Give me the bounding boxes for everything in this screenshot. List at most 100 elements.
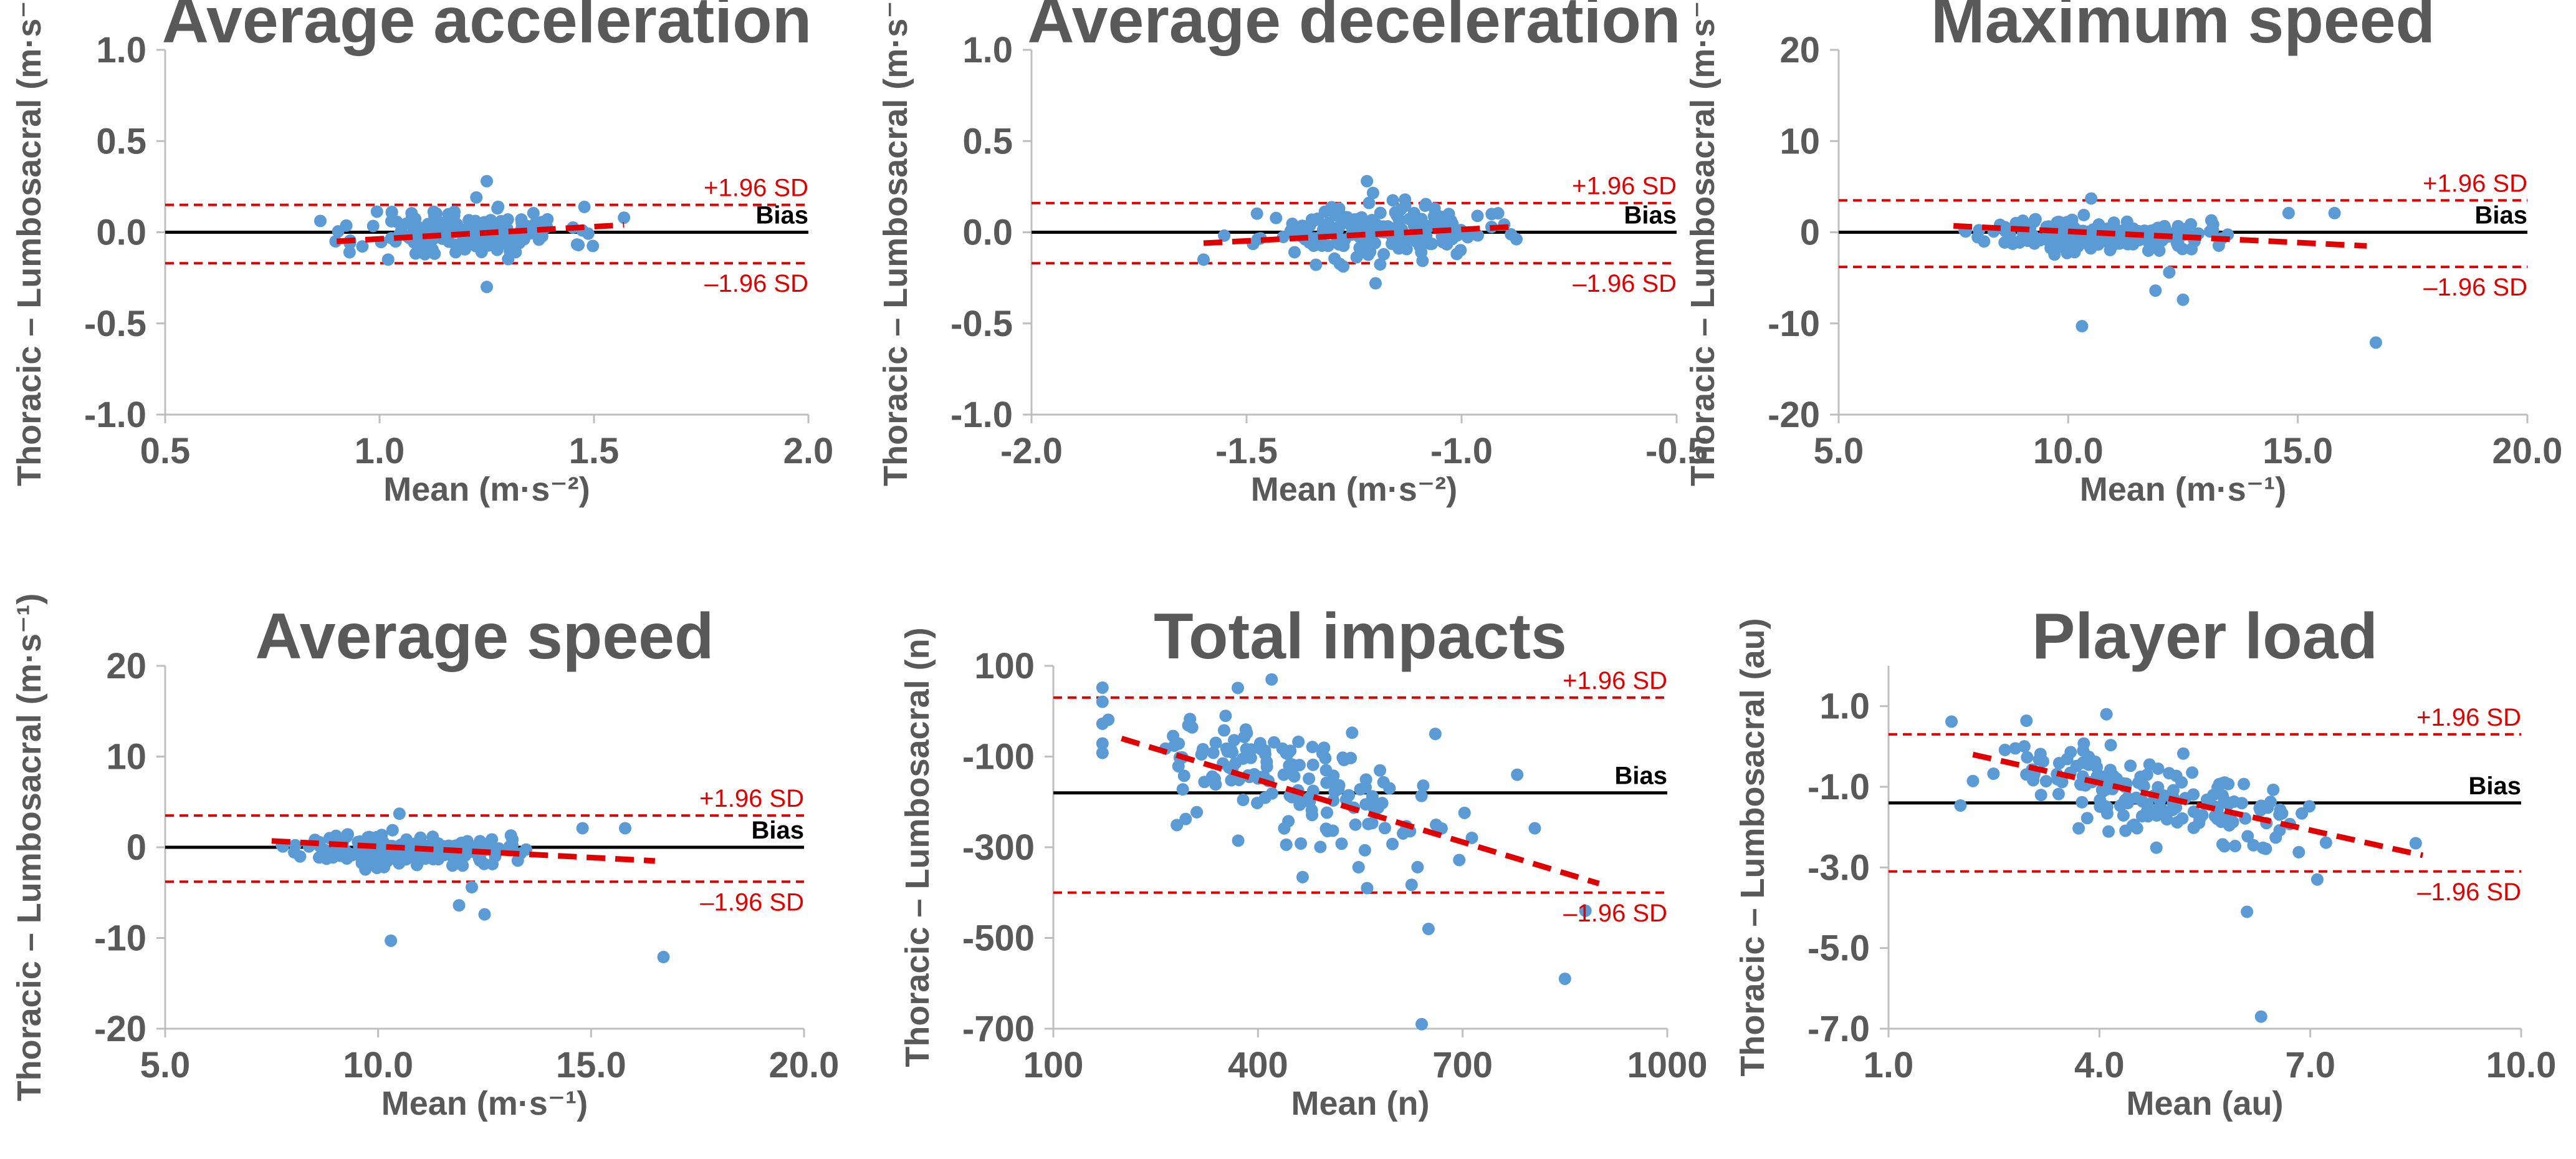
y-tick-label: 0.0 <box>96 213 146 253</box>
x-tick-label: -1.0 <box>1430 431 1493 471</box>
data-point <box>578 200 591 213</box>
data-point <box>1219 709 1232 723</box>
bias-label: Bias <box>1624 202 1677 229</box>
data-point <box>1392 213 1405 226</box>
x-tick-label: 700 <box>1432 1045 1493 1085</box>
data-point <box>1374 206 1387 219</box>
data-point <box>428 209 441 223</box>
data-point <box>1366 186 1379 200</box>
data-point <box>375 829 388 842</box>
data-point <box>587 239 600 252</box>
data-point <box>1971 231 1985 244</box>
data-point <box>2328 206 2341 219</box>
data-point <box>1102 713 1115 726</box>
data-point <box>1344 751 1357 764</box>
data-point <box>1351 221 1364 234</box>
y-tick-label: 0.5 <box>96 121 146 161</box>
x-axis-label: Mean (m·s⁻²) <box>383 471 590 508</box>
data-point <box>2319 836 2332 849</box>
data-point <box>2235 797 2248 810</box>
data-point <box>1096 746 1109 759</box>
data-point <box>366 219 380 233</box>
data-point <box>2259 842 2272 855</box>
data-point <box>2052 787 2065 801</box>
data-point <box>2104 763 2117 776</box>
data-point <box>2141 804 2154 817</box>
data-point <box>1356 241 1369 254</box>
data-point <box>1197 253 1210 266</box>
data-point <box>1422 922 1435 935</box>
data-point <box>2064 746 2077 759</box>
chart-title: Player load <box>2032 600 2378 673</box>
data-point <box>1303 791 1316 804</box>
data-point <box>378 860 391 873</box>
data-point <box>1419 199 1432 212</box>
data-point <box>2066 213 2079 226</box>
chart-title: Total impacts <box>1154 600 1567 673</box>
data-point <box>2167 784 2180 797</box>
data-point <box>1369 277 1382 290</box>
data-point <box>1260 760 1273 773</box>
data-point <box>1096 737 1109 750</box>
data-point <box>619 822 631 835</box>
data-point <box>288 846 301 859</box>
chart-title: Maximum speed <box>1931 0 2435 57</box>
data-point <box>478 908 491 921</box>
data-point <box>2267 783 2280 796</box>
data-point <box>527 206 540 219</box>
data-point <box>1374 258 1387 271</box>
data-point <box>502 252 515 266</box>
data-point <box>1277 768 1290 781</box>
data-point <box>2292 845 2305 858</box>
data-point <box>1415 1017 1428 1031</box>
data-point <box>469 214 482 228</box>
data-point <box>2130 822 2143 835</box>
data-point <box>2155 802 2168 815</box>
data-point <box>2020 714 2033 728</box>
data-point <box>576 822 589 835</box>
x-tick-label: 1.0 <box>1864 1045 1914 1085</box>
x-tick-label: -0.5 <box>1645 431 1708 471</box>
data-point <box>2214 815 2228 829</box>
data-point <box>2009 742 2022 755</box>
data-point <box>2114 799 2127 812</box>
data-point <box>2052 756 2066 769</box>
data-point <box>359 863 372 876</box>
data-point <box>1415 789 1428 802</box>
data-point <box>355 851 368 864</box>
y-tick-label: -100 <box>962 737 1035 777</box>
data-point <box>1377 776 1390 789</box>
chart-panel-2: Average deceleration1.00.50.0-0.5-1.0-2.… <box>877 0 1708 508</box>
data-point <box>1429 728 1442 741</box>
x-axis-label: Mean (m·s⁻¹) <box>381 1085 588 1122</box>
data-point <box>2185 218 2198 231</box>
data-point <box>2100 708 2113 721</box>
data-point <box>2310 873 2324 886</box>
data-point <box>2273 808 2286 821</box>
data-point <box>456 859 469 872</box>
data-point <box>1458 806 1471 819</box>
data-point <box>1998 221 2011 234</box>
x-axis-label: Mean (m·s⁻¹) <box>2080 471 2287 508</box>
y-axis-label: Thoracic – Lumbosacral (au) <box>1734 618 1771 1076</box>
data-point <box>1171 819 1184 832</box>
data-point <box>1349 818 1362 831</box>
data-point <box>1286 224 1299 237</box>
trend-line <box>1972 751 2424 858</box>
data-point <box>1190 806 1204 819</box>
data-point <box>492 200 505 213</box>
data-point <box>1954 799 1967 812</box>
data-point <box>446 850 459 863</box>
y-tick-label: 1.0 <box>96 30 146 70</box>
y-axis-label: Thoracic – Lumbosacral (m·s⁻¹) <box>1684 0 1721 486</box>
data-point <box>657 951 670 964</box>
y-tick-label: -10 <box>1768 304 1820 344</box>
data-point <box>2152 781 2165 794</box>
lower-limit-label: –1.96 SD <box>2417 878 2521 906</box>
data-point <box>403 840 416 853</box>
data-point <box>2212 239 2225 252</box>
data-point <box>1303 219 1316 233</box>
data-point <box>1386 194 1399 207</box>
data-point <box>1270 211 1283 224</box>
data-point <box>400 217 413 230</box>
